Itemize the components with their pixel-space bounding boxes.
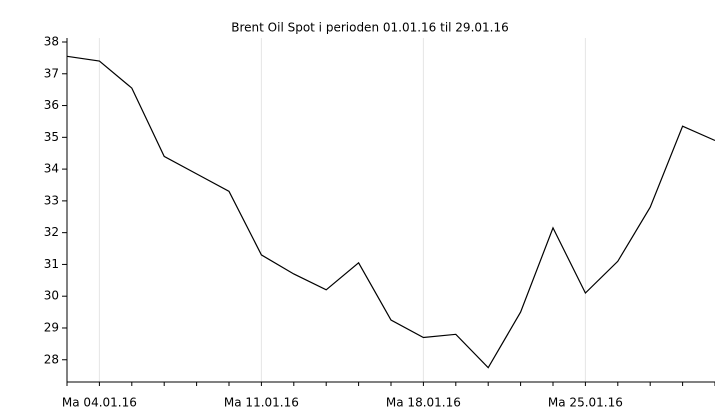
x-tick-label: Ma 25.01.16: [548, 396, 623, 410]
y-tick-label: 34: [44, 162, 59, 176]
y-tick-label: 30: [44, 289, 59, 303]
chart-title: Brent Oil Spot i perioden 01.01.16 til 2…: [231, 21, 509, 35]
y-tick-label: 37: [44, 66, 59, 80]
y-tick-label: 35: [44, 130, 59, 144]
data-line: [66, 55, 715, 369]
x-tick-label: Ma 11.01.16: [224, 396, 299, 410]
y-tick-label: 36: [44, 98, 59, 112]
y-tick-label: 32: [44, 225, 59, 239]
x-tick-label: Ma 04.01.16: [62, 396, 137, 410]
y-tick-label: 28: [44, 352, 59, 366]
y-tick-label: 31: [44, 257, 59, 271]
y-tick-label: 29: [44, 320, 59, 334]
y-tick-label: 33: [44, 193, 59, 207]
y-tick-label: 38: [44, 35, 59, 49]
x-tick-label: Ma 18.01.16: [386, 396, 461, 410]
